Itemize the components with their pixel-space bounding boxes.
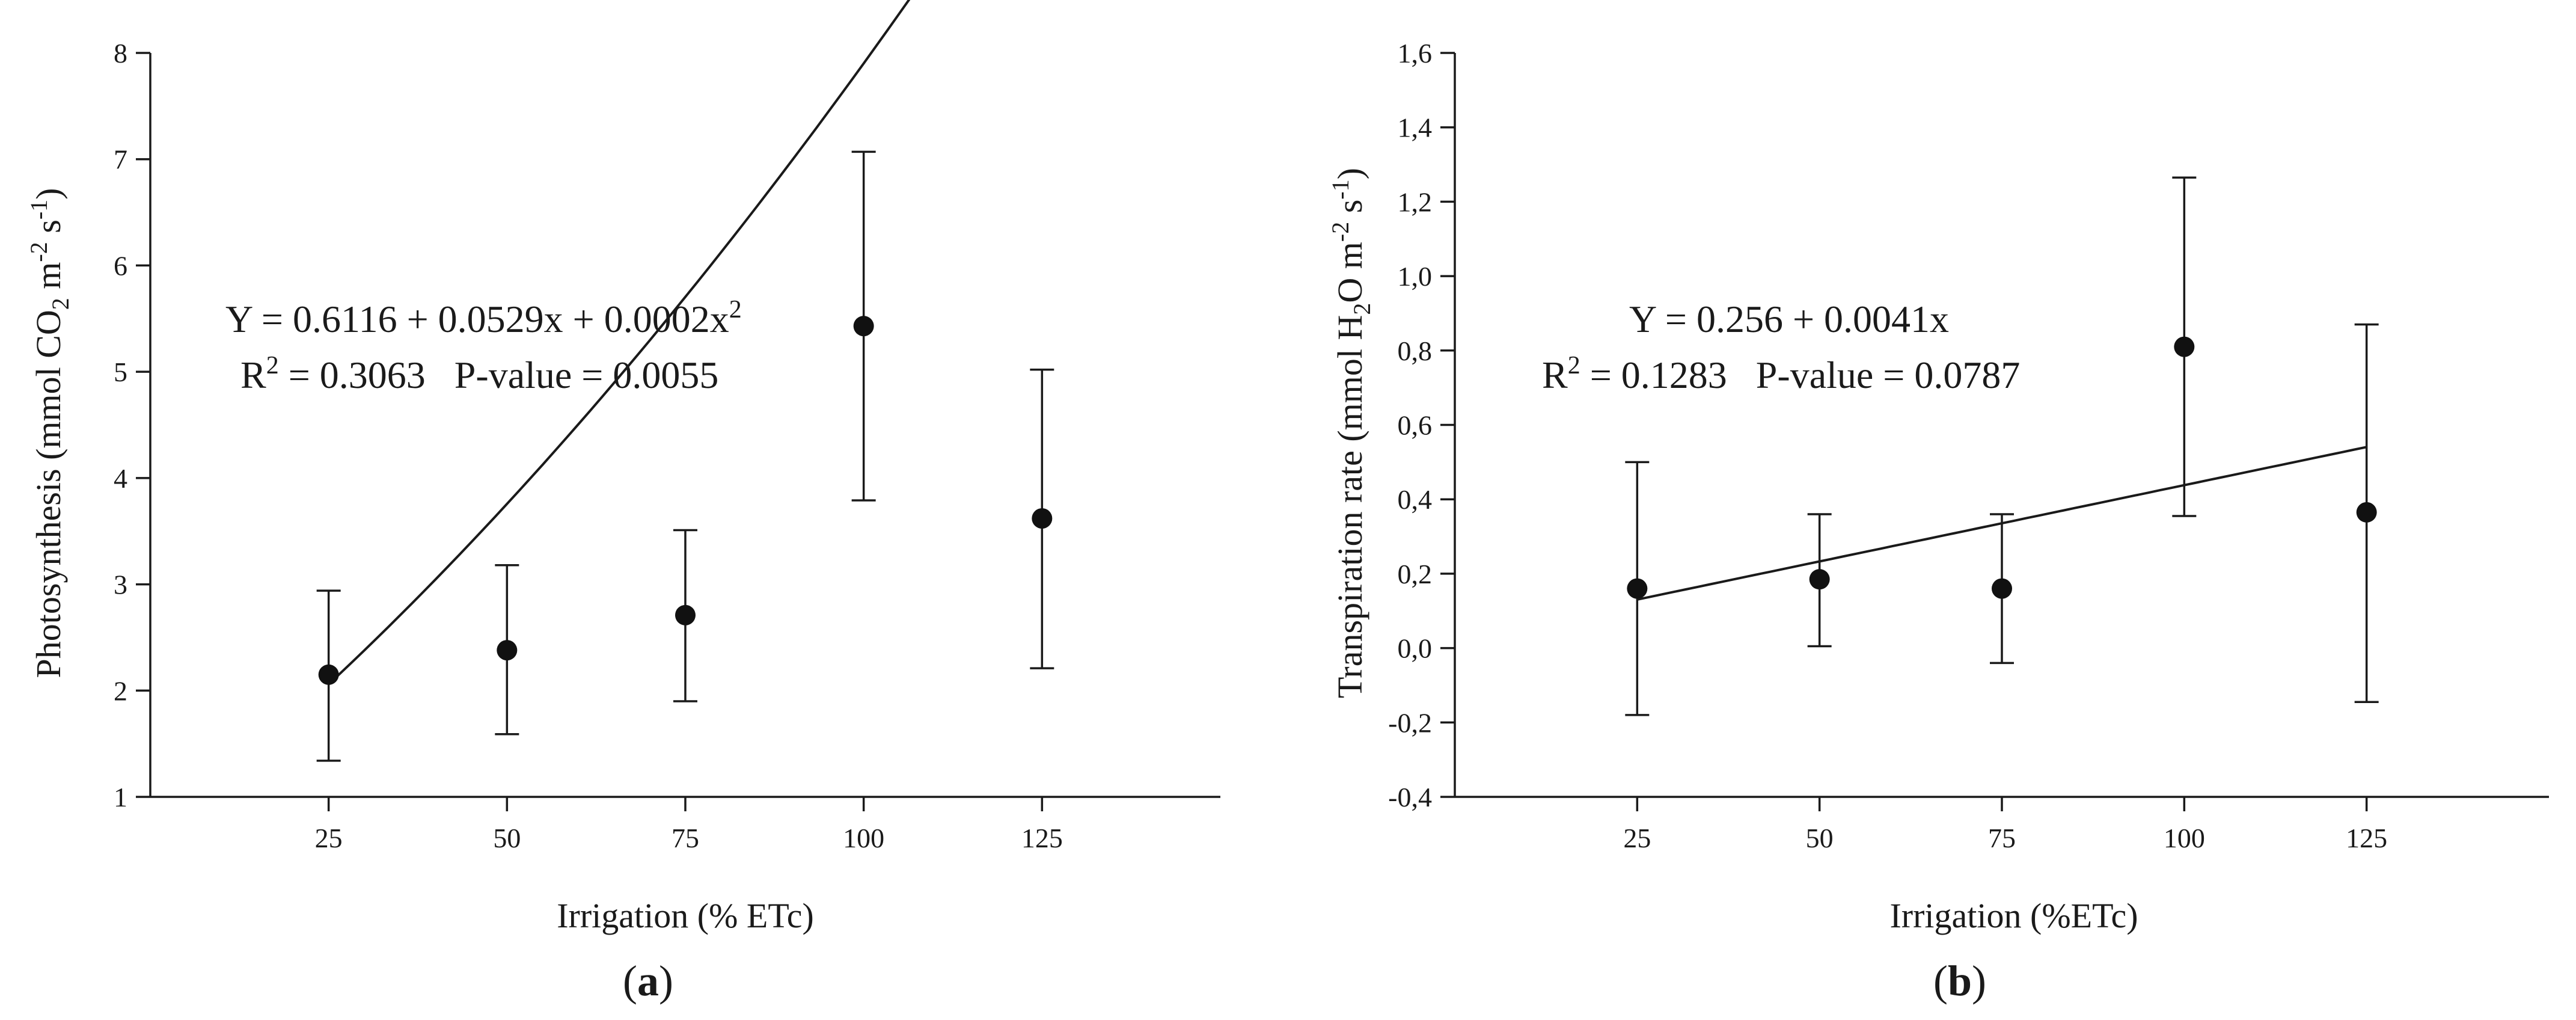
panel-a-x-tick-label: 125 — [1021, 823, 1063, 853]
panel-a-x-tick-label: 25 — [315, 823, 343, 853]
panel-b-marks: -0,4 -0,2 0,0 0,2 0,4 0,6 0,8 1,0 1,2 1,4 1,6 25 50 7… — [1388, 38, 2549, 853]
panel-a-y-tick-label: 2 — [114, 675, 127, 706]
panel-b-data-point — [1809, 569, 1830, 590]
panel-a-marks: 1 2 3 4 5 6 7 8 25 50 75 100 125 — [114, 0, 1220, 853]
panel-b-data-point — [2174, 336, 2195, 357]
panel-b-y-tick-label: 1,4 — [1398, 112, 1433, 143]
panel-b-equation-line2: R2 = 0.1283 P-value = 0.0787 — [1542, 352, 2020, 396]
panel-a-x-tick-label: 75 — [672, 823, 699, 853]
panel-b-x-tick-label: 25 — [1623, 823, 1651, 853]
panel-b-x-tick-label: 75 — [1988, 823, 2016, 853]
panel-a-data-point — [675, 604, 696, 625]
panel-b-x-tick-label: 50 — [1806, 823, 1834, 853]
panel-b-y-tick-label: 0,6 — [1398, 410, 1433, 441]
panel-a-x-axis-title: Irrigation (% ETc) — [557, 896, 814, 935]
panel-a-y-tick-label: 8 — [114, 38, 127, 69]
panel-a-data-point — [1032, 508, 1053, 529]
panel-b-data-point — [1992, 578, 2012, 599]
panel-b-y-axis-title: Transpiration rate (mmol H2O m-2 s-1) — [1327, 168, 1375, 698]
panel-a-y-tick-label: 4 — [114, 463, 127, 494]
panel-a-y-tick-label: 3 — [114, 570, 127, 600]
panel-a-y-tick-label: 1 — [114, 782, 127, 813]
panel-a-data-point — [497, 640, 518, 661]
panel-b-x-axis-title: Irrigation (%ETc) — [1889, 896, 2138, 935]
panel-b-y-tick-label: 1,2 — [1398, 186, 1433, 217]
panel-b-y-tick-label: 0,4 — [1398, 484, 1433, 515]
panel-a-x-tick-label: 50 — [493, 823, 521, 853]
panel-a-y-tick-label: 7 — [114, 144, 127, 175]
panel-b-equation-line1: Y = 0.256 + 0.0041x — [1629, 298, 1949, 340]
panel-a-data-point — [853, 316, 874, 337]
panel-b-x-tick-label: 125 — [2346, 823, 2387, 853]
panel-b-y-tick-label: 0,8 — [1398, 336, 1433, 366]
panel-a-x-tick-label: 100 — [843, 823, 884, 853]
panel-a-equation-line1: Y = 0.6116 + 0.0529x + 0.0002x2 — [225, 296, 742, 340]
panel-a-y-axis-title: Photosynthesis (mmol CO2 m-2 s-1) — [25, 188, 74, 678]
panel-a-photosynthesis-chart: 1 2 3 4 5 6 7 8 25 50 75 100 125 Y = 0.6116 + 0.0529… — [25, 0, 1220, 1005]
panel-b-y-tick-label: 1,6 — [1398, 38, 1433, 69]
panel-b-y-tick-label: 1,0 — [1398, 261, 1433, 292]
panel-a-label: (a) — [623, 957, 673, 1005]
panel-b-transpiration-chart: -0,4 -0,2 0,0 0,2 0,4 0,6 0,8 1,0 1,2 1,4 1,6 25 50 7… — [1327, 38, 2549, 1005]
panel-a-y-tick-label: 6 — [114, 250, 127, 281]
panel-b-data-point — [1627, 578, 1648, 599]
panel-b-label: (b) — [1933, 957, 1986, 1005]
panel-b-data-point — [2356, 502, 2377, 523]
panel-b-y-tick-label: 0,2 — [1398, 559, 1433, 589]
panel-a-equation-line2: R2 = 0.3063 P-value = 0.0055 — [240, 352, 718, 396]
panel-a-fit-line — [328, 0, 911, 686]
panel-b-y-tick-label: -0,2 — [1388, 707, 1432, 738]
panel-b-y-tick-label: -0,4 — [1388, 782, 1432, 813]
panel-a-data-point — [318, 664, 339, 685]
panel-b-x-tick-label: 100 — [2164, 823, 2205, 853]
panel-a-y-tick-label: 5 — [114, 357, 127, 387]
panel-b-y-tick-label: 0,0 — [1398, 633, 1433, 664]
